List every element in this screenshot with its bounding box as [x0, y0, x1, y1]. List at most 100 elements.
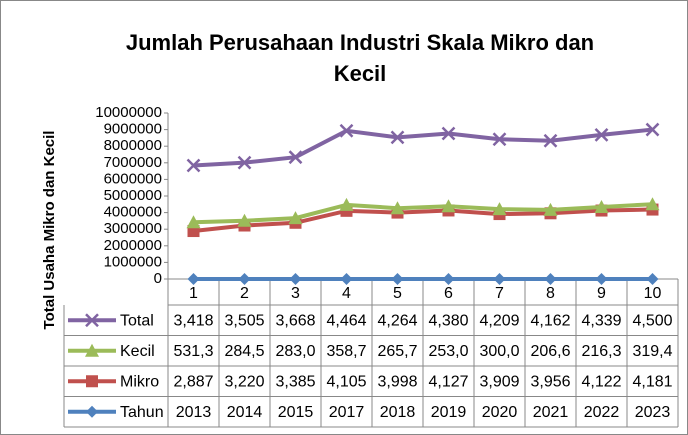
chart-title: Jumlah Perusahaan Industri Skala Mikro d… — [126, 30, 594, 55]
marker — [289, 272, 302, 285]
marker — [442, 272, 455, 285]
table-value: 2019 — [431, 404, 467, 421]
marker — [493, 272, 506, 285]
marker — [492, 132, 507, 147]
x-tick-label: 9 — [597, 285, 606, 302]
x-tick-label: 3 — [291, 285, 300, 302]
x-tick-label: 10 — [644, 285, 662, 302]
table-value: 216,3 — [581, 343, 621, 360]
line — [193, 207, 653, 234]
table-value: 253,0 — [428, 343, 468, 360]
table-value: 2020 — [482, 404, 518, 421]
y-tick-label: 2000000 — [104, 237, 162, 254]
table-value: 319,4 — [632, 343, 672, 360]
table-value: 2018 — [380, 404, 416, 421]
table-value: 3,220 — [224, 373, 264, 390]
marker — [86, 405, 98, 418]
x-tick-label: 7 — [495, 285, 504, 302]
table-value: 2017 — [329, 404, 365, 421]
marker — [339, 123, 354, 138]
marker — [594, 128, 609, 142]
chart-title-continued: Kecil — [334, 61, 387, 86]
y-axis-label: Total Usaha Mikro dan Kecil — [41, 131, 58, 330]
marker — [86, 375, 98, 388]
table-value: 3,505 — [224, 312, 264, 329]
marker — [390, 201, 405, 215]
table-value: 206,6 — [530, 343, 570, 360]
table-value: 3,956 — [530, 373, 570, 390]
marker — [85, 313, 99, 328]
table-value: 4,264 — [377, 312, 417, 329]
marker — [339, 197, 354, 211]
table-value: 4,209 — [479, 312, 519, 329]
table-value: 283,0 — [275, 343, 315, 360]
table-value: 2015 — [278, 404, 314, 421]
y-tick-label: 9000000 — [104, 121, 162, 138]
table-value: 4,464 — [326, 312, 366, 329]
table-value: 4,162 — [530, 312, 570, 329]
y-tick-label: 7000000 — [104, 154, 162, 171]
x-tick-label: 1 — [189, 285, 198, 302]
table-value: 2014 — [227, 404, 263, 421]
table-value: 3,909 — [479, 373, 519, 390]
table-value: 3,668 — [275, 312, 315, 329]
line — [193, 127, 653, 168]
marker — [186, 215, 201, 229]
table-value: 265,7 — [377, 343, 417, 360]
marker — [645, 197, 660, 211]
legend-label: Tahun — [120, 404, 164, 421]
marker — [595, 272, 608, 285]
table-value: 4,127 — [428, 373, 468, 390]
table-value: 4,339 — [581, 312, 621, 329]
marker — [492, 202, 507, 216]
marker — [237, 155, 252, 170]
x-tick-label: 6 — [444, 285, 453, 302]
x-tick-label: 8 — [546, 285, 555, 302]
table-value: 3,998 — [377, 373, 417, 390]
y-tick-label: 4000000 — [104, 204, 162, 221]
table-value: 358,7 — [326, 343, 366, 360]
y-tick-label: 8000000 — [104, 137, 162, 154]
table-value: 4,122 — [581, 373, 621, 390]
table-value: 2013 — [176, 404, 212, 421]
legend-label: Mikro — [120, 373, 159, 390]
table-value: 4,181 — [632, 373, 672, 390]
marker — [543, 202, 558, 216]
y-tick-label: 3000000 — [104, 220, 162, 237]
marker — [186, 158, 201, 173]
y-tick-label: 0 — [154, 270, 162, 287]
marker — [288, 150, 303, 165]
table-value: 2022 — [584, 404, 620, 421]
x-tick-label: 4 — [342, 285, 351, 302]
table-value: 284,5 — [224, 343, 264, 360]
legend-label: Kecil — [120, 343, 155, 360]
marker — [340, 272, 353, 285]
marker — [391, 272, 404, 285]
legend-label: Total — [120, 312, 154, 329]
marker — [646, 272, 659, 285]
table-value: 4,380 — [428, 312, 468, 329]
marker — [288, 211, 303, 225]
y-tick-label: 1000000 — [104, 253, 162, 270]
x-tick-label: 2 — [240, 285, 249, 302]
marker — [594, 199, 609, 213]
marker — [390, 130, 405, 145]
marker — [441, 199, 456, 213]
line — [193, 202, 653, 225]
table-value: 4,105 — [326, 373, 366, 390]
table-value: 2023 — [635, 404, 671, 421]
marker — [238, 272, 251, 285]
y-tick-label: 6000000 — [104, 170, 162, 187]
y-tick-label: 10000000 — [95, 104, 162, 121]
table-value: 3,418 — [173, 312, 213, 329]
marker — [85, 343, 99, 357]
marker — [237, 213, 252, 227]
marker — [543, 133, 558, 148]
table-value: 2021 — [533, 404, 569, 421]
table-value: 531,3 — [173, 343, 213, 360]
marker — [645, 122, 660, 137]
table-value: 2,887 — [173, 373, 213, 390]
x-tick-label: 5 — [393, 285, 402, 302]
